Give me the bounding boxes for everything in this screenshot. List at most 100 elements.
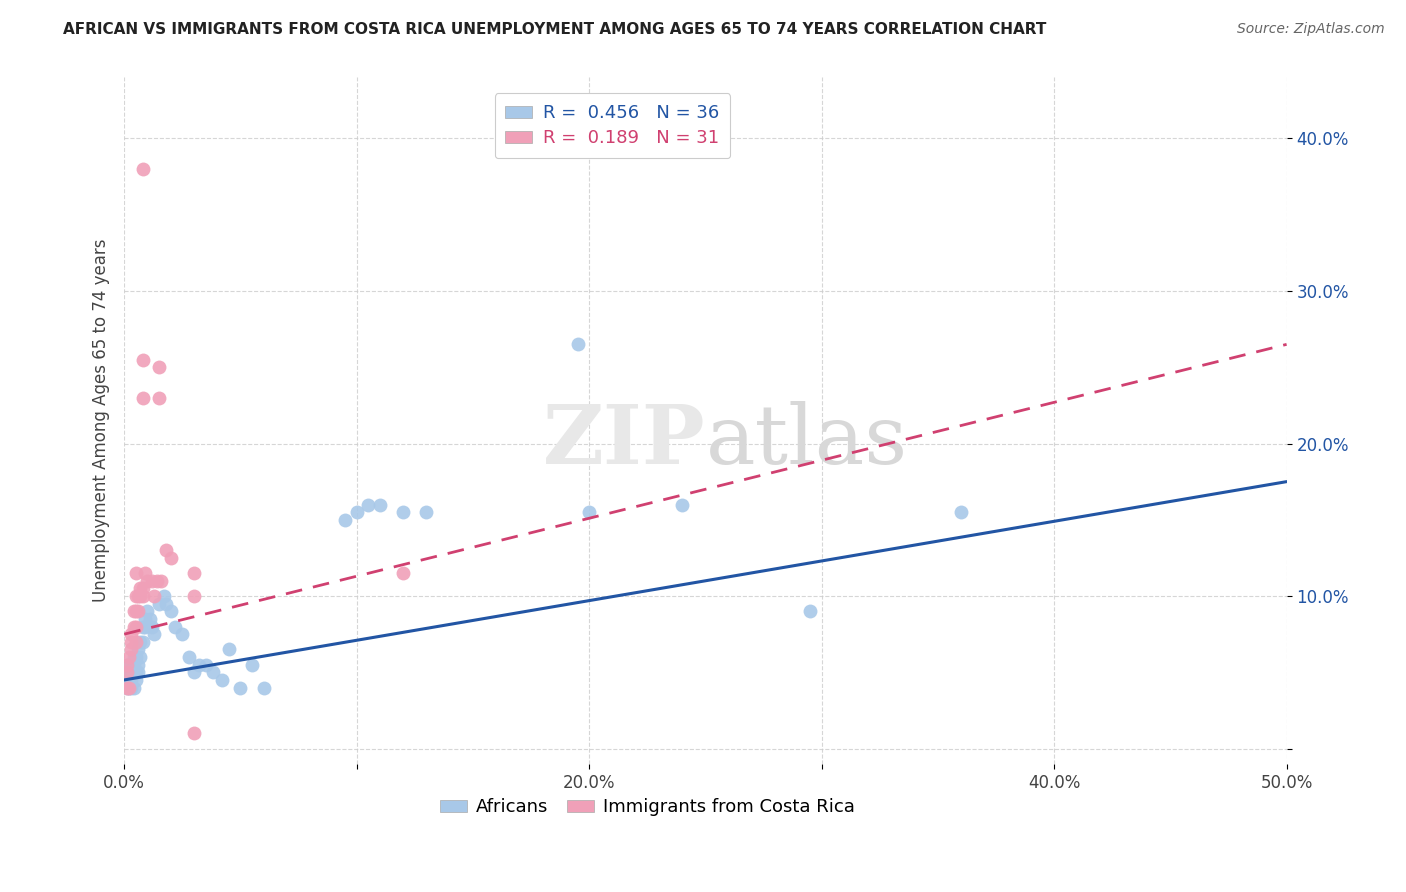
Point: [134, 619, 156, 633]
Point: [129, 650, 152, 665]
Point: [120, 665, 142, 680]
Point: [211, 673, 233, 687]
Point: [118, 650, 141, 665]
Point: [950, 505, 973, 519]
Point: [115, 681, 138, 695]
Point: [127, 589, 149, 603]
Point: [139, 612, 162, 626]
Point: [183, 665, 205, 680]
Point: [148, 391, 170, 405]
Point: [132, 352, 155, 367]
Point: [125, 650, 148, 665]
Point: [122, 619, 145, 633]
Text: AFRICAN VS IMMIGRANTS FROM COSTA RICA UNEMPLOYMENT AMONG AGES 65 TO 74 YEARS COR: AFRICAN VS IMMIGRANTS FROM COSTA RICA UN…: [63, 22, 1046, 37]
Point: [155, 543, 177, 558]
Point: [240, 657, 263, 672]
Point: [115, 665, 138, 680]
Point: [799, 604, 821, 618]
Point: [118, 665, 141, 680]
Point: [148, 360, 170, 375]
Point: [415, 505, 437, 519]
Point: [115, 657, 138, 672]
Point: [141, 619, 163, 633]
Point: [152, 589, 174, 603]
Point: [187, 657, 209, 672]
Point: [148, 597, 170, 611]
Point: [392, 505, 415, 519]
Point: [122, 657, 145, 672]
Point: [155, 597, 177, 611]
Point: [129, 582, 152, 596]
Legend: Africans, Immigrants from Costa Rica: Africans, Immigrants from Costa Rica: [433, 791, 862, 823]
Point: [143, 627, 166, 641]
Point: [136, 604, 159, 618]
Text: atlas: atlas: [706, 401, 907, 481]
Point: [132, 635, 155, 649]
Point: [145, 574, 167, 588]
Point: [115, 681, 138, 695]
Point: [179, 650, 201, 665]
Point: [183, 566, 205, 581]
Point: [183, 726, 205, 740]
Point: [567, 337, 589, 351]
Point: [125, 566, 148, 581]
Point: [120, 657, 142, 672]
Point: [120, 673, 142, 687]
Point: [115, 665, 138, 680]
Point: [129, 589, 152, 603]
Point: [132, 589, 155, 603]
Point: [143, 589, 166, 603]
Point: [136, 574, 159, 588]
Point: [134, 612, 156, 626]
Point: [120, 627, 142, 641]
Y-axis label: Unemployment Among Ages 65 to 74 years: Unemployment Among Ages 65 to 74 years: [93, 239, 110, 602]
Point: [118, 681, 141, 695]
Point: [122, 650, 145, 665]
Point: [132, 161, 155, 176]
Point: [132, 582, 155, 596]
Point: [125, 635, 148, 649]
Point: [132, 619, 155, 633]
Point: [125, 619, 148, 633]
Point: [671, 498, 693, 512]
Point: [127, 604, 149, 618]
Point: [346, 505, 368, 519]
Point: [118, 681, 141, 695]
Point: [120, 635, 142, 649]
Point: [125, 665, 148, 680]
Point: [120, 642, 142, 657]
Text: ZIP: ZIP: [543, 401, 706, 481]
Point: [118, 673, 141, 687]
Point: [150, 574, 173, 588]
Point: [134, 566, 156, 581]
Point: [122, 665, 145, 680]
Point: [194, 657, 217, 672]
Text: Source: ZipAtlas.com: Source: ZipAtlas.com: [1237, 22, 1385, 37]
Point: [165, 619, 187, 633]
Point: [159, 550, 181, 565]
Point: [125, 673, 148, 687]
Point: [127, 642, 149, 657]
Point: [159, 604, 181, 618]
Point: [392, 566, 415, 581]
Point: [127, 657, 149, 672]
Point: [229, 681, 252, 695]
Point: [141, 574, 163, 588]
Point: [201, 665, 224, 680]
Point: [253, 681, 276, 695]
Point: [333, 513, 356, 527]
Point: [172, 627, 194, 641]
Point: [115, 657, 138, 672]
Point: [125, 604, 148, 618]
Point: [122, 681, 145, 695]
Point: [120, 681, 142, 695]
Point: [357, 498, 380, 512]
Point: [127, 665, 149, 680]
Point: [122, 604, 145, 618]
Point: [368, 498, 391, 512]
Point: [132, 391, 155, 405]
Point: [578, 505, 600, 519]
Point: [129, 635, 152, 649]
Point: [125, 589, 148, 603]
Point: [183, 589, 205, 603]
